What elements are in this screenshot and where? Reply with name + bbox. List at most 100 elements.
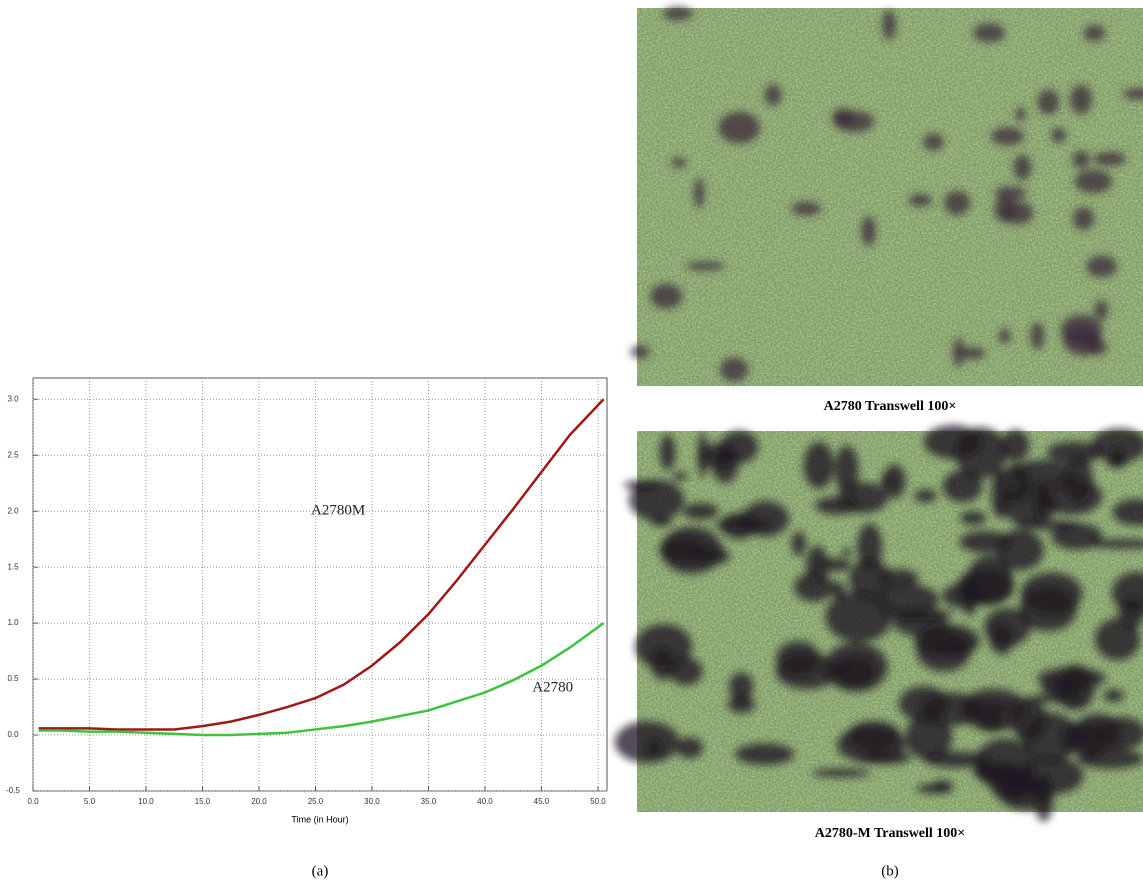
- cell-cluster: [825, 591, 893, 643]
- cell-cluster: [904, 714, 953, 760]
- cell-cluster: [977, 712, 1006, 732]
- cell-cluster: [1037, 667, 1106, 689]
- cell-cluster: [775, 653, 838, 690]
- cell-cluster: [1046, 441, 1103, 464]
- cell-cluster: [1030, 322, 1045, 350]
- cell-cluster: [983, 607, 1031, 647]
- y-tick-label: 2.5: [7, 450, 19, 459]
- cell-cluster: [663, 6, 693, 21]
- micrograph: [614, 424, 1143, 822]
- cell-cluster: [727, 695, 756, 714]
- cell-cluster: [1091, 428, 1143, 463]
- cell-cluster: [1037, 89, 1060, 115]
- x-tick-label: 25.0: [308, 797, 324, 806]
- cell-cluster: [1061, 721, 1084, 755]
- cell-cluster: [996, 529, 1044, 571]
- cell-cluster: [1118, 597, 1143, 629]
- cell-cluster: [720, 357, 749, 382]
- cell-cluster: [960, 511, 987, 526]
- cell-cluster: [914, 489, 937, 503]
- cell-cluster: [794, 572, 834, 602]
- cell-cluster: [628, 479, 685, 521]
- x-tick-label: 0.0: [27, 797, 39, 806]
- cell-cluster: [1093, 151, 1127, 167]
- cell-cluster: [814, 496, 861, 515]
- data-line: [38, 622, 605, 737]
- cell-cluster: [718, 111, 761, 144]
- cell-cluster: [920, 692, 984, 726]
- y-tick-label: 1.0: [7, 618, 19, 627]
- cell-cluster: [812, 768, 871, 778]
- cell-cluster: [817, 558, 852, 572]
- cell-cluster: [650, 517, 673, 527]
- cell-cluster: [1086, 255, 1117, 278]
- cell-cluster: [1106, 458, 1128, 468]
- cell-cluster: [659, 536, 706, 563]
- cell-cluster: [1060, 314, 1103, 346]
- cell-cluster: [834, 445, 859, 495]
- cell-cluster: [936, 642, 974, 652]
- cell-cluster: [953, 337, 964, 368]
- cell-cluster: [1112, 498, 1143, 526]
- cell-cluster: [998, 328, 1011, 344]
- cell-cluster: [1001, 429, 1030, 462]
- cell-cluster: [861, 216, 876, 247]
- cell-cluster: [735, 743, 794, 766]
- cell-cluster: [954, 427, 1008, 479]
- cell-cluster: [1088, 538, 1143, 549]
- cell-cluster: [916, 784, 945, 794]
- y-tick-label: -0.5: [6, 786, 20, 795]
- cell-cluster: [1094, 618, 1141, 661]
- cell-cluster: [883, 464, 906, 499]
- cell-cluster: [1019, 586, 1077, 632]
- cell-cluster: [876, 583, 940, 617]
- cell-cluster: [942, 583, 985, 609]
- cell-cluster: [1074, 169, 1113, 194]
- cell-cluster: [1072, 150, 1090, 169]
- cell-cluster: [1076, 748, 1143, 769]
- image-texture: [637, 8, 1143, 386]
- x-tick-label: 45.0: [534, 797, 550, 806]
- cell-cluster: [1122, 88, 1143, 100]
- x-tick-label: 10.0: [138, 797, 154, 806]
- cell-cluster: [682, 502, 719, 520]
- cell-cluster: [698, 443, 737, 468]
- cell-cluster: [1001, 201, 1034, 225]
- cell-cluster: [649, 283, 683, 309]
- image-blobs: [630, 6, 1143, 382]
- image-caption: A2780 Transwell 100×: [824, 399, 957, 414]
- cell-cluster: [990, 127, 1025, 146]
- cell-cluster: [916, 629, 972, 672]
- cell-cluster: [1103, 689, 1124, 703]
- cell-cluster: [1013, 154, 1032, 181]
- cell-cluster: [1094, 299, 1109, 321]
- cell-cluster: [676, 737, 703, 759]
- cell-cluster: [806, 545, 829, 582]
- x-axis-label: Time (in Hour): [291, 814, 348, 824]
- cell-cluster: [880, 475, 895, 487]
- cell-cluster: [672, 471, 688, 481]
- series-label: A2780M: [311, 503, 365, 519]
- cell-cluster: [694, 178, 705, 209]
- cell-cluster: [791, 201, 822, 216]
- panel-label: (a): [312, 863, 329, 879]
- cell-cluster: [990, 766, 1035, 802]
- x-tick-label: 20.0: [251, 797, 267, 806]
- cell-cluster: [614, 721, 680, 764]
- cell-cluster: [942, 469, 983, 503]
- cell-cluster: [824, 642, 888, 692]
- cell-cluster: [835, 658, 849, 680]
- cell-cluster: [1028, 694, 1087, 703]
- y-tick-label: 0.0: [7, 730, 19, 739]
- cell-cluster: [791, 531, 806, 556]
- cell-cluster: [836, 726, 906, 764]
- y-tick-label: 0.5: [7, 674, 19, 683]
- cell-cluster: [958, 347, 986, 360]
- x-tick-label: 40.0: [477, 797, 493, 806]
- cell-cluster: [1072, 207, 1095, 231]
- x-tick-label: 50.0: [590, 797, 606, 806]
- cell-cluster: [848, 558, 892, 600]
- micrograph: [630, 6, 1143, 386]
- cell-cluster: [728, 672, 754, 701]
- cell-cluster: [944, 190, 971, 216]
